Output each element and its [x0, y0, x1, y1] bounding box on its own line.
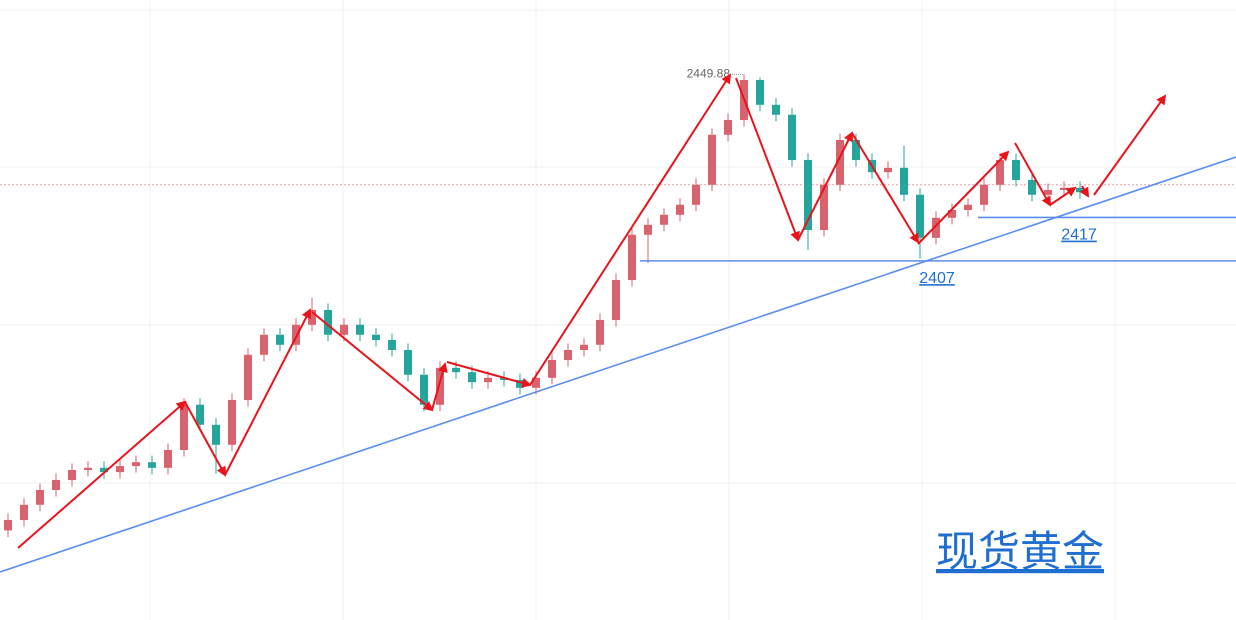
candle-body — [1012, 160, 1020, 180]
candle-body — [420, 374, 428, 405]
candle-body — [84, 467, 92, 470]
candle-body — [932, 217, 940, 238]
candle-body — [980, 184, 988, 205]
candle-body — [644, 224, 652, 235]
candle-body — [948, 210, 956, 218]
candle-body — [1044, 190, 1052, 195]
candle-body — [852, 140, 860, 160]
candle-body — [388, 340, 396, 350]
candle-body — [532, 377, 540, 388]
candle-body — [68, 470, 76, 480]
candle-body — [52, 480, 60, 490]
watermark: 现货黄金 — [936, 527, 1104, 576]
candle-body — [756, 80, 764, 105]
candle-body — [628, 234, 636, 280]
candle-body — [404, 350, 412, 375]
candle-body — [20, 504, 28, 520]
candle-body — [132, 462, 140, 467]
candle-body — [820, 184, 828, 230]
candle-body — [276, 334, 284, 345]
candle-body — [916, 194, 924, 238]
candle-body — [708, 134, 716, 185]
candle-body — [660, 214, 668, 225]
candle-body — [676, 204, 684, 215]
candle-body — [516, 380, 524, 388]
candle-body — [36, 490, 44, 505]
candle-body — [116, 466, 124, 473]
candle-body — [372, 334, 380, 340]
candle-body — [884, 167, 892, 173]
candle-body — [836, 140, 844, 185]
candle-body — [788, 114, 796, 160]
candle-body — [164, 450, 172, 468]
candle-body — [772, 104, 780, 115]
candle-body — [452, 367, 460, 373]
candle-body — [292, 324, 300, 345]
candle-body — [804, 160, 812, 230]
candle-body — [244, 354, 252, 400]
candle-body — [260, 334, 268, 355]
candle-body — [500, 377, 508, 380]
candle-body — [996, 160, 1004, 185]
candle-body — [436, 367, 444, 405]
levels: 2407 2417 — [640, 216, 1236, 287]
candle-body — [196, 404, 204, 425]
candle-body — [148, 462, 156, 468]
candle-body — [580, 344, 588, 350]
candle-body — [548, 360, 556, 378]
candle-body — [564, 350, 572, 360]
candle-body — [324, 310, 332, 335]
high-label: 2449.88 — [687, 67, 731, 81]
candle-body — [1028, 180, 1036, 195]
candle-body — [724, 120, 732, 135]
candle-body — [4, 520, 12, 531]
candle-body — [468, 372, 476, 383]
candle-body — [964, 204, 972, 210]
candle-body — [100, 467, 108, 473]
candle-body — [228, 400, 236, 445]
candle-body — [1060, 187, 1068, 190]
candle-body — [180, 404, 188, 450]
candles: 2449.88 — [0, 67, 1236, 537]
candle-body — [308, 310, 316, 325]
arrows — [17, 73, 1167, 549]
candle-body — [612, 280, 620, 320]
candle-body — [484, 377, 492, 383]
level-label: 2407 — [919, 270, 955, 287]
candle-body — [692, 184, 700, 205]
candle-body — [340, 324, 348, 335]
candle-body — [212, 424, 220, 445]
candle-body — [900, 167, 908, 195]
candle-body — [596, 320, 604, 345]
level-label: 2417 — [1061, 227, 1097, 244]
candle-body — [356, 324, 364, 335]
trend-line — [0, 156, 1236, 573]
